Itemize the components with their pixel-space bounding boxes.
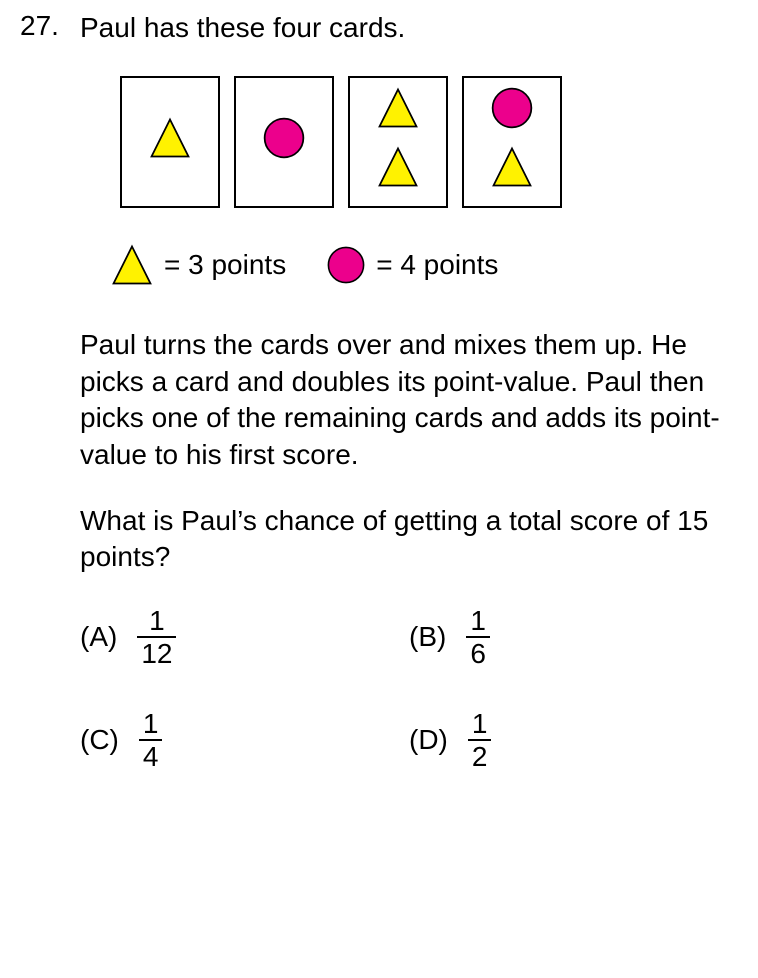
choice-a-denominator: 12 <box>137 636 176 668</box>
card-4 <box>462 76 562 208</box>
question-paragraph: What is Paul’s chance of getting a total… <box>80 503 738 576</box>
choice-c-denominator: 4 <box>139 739 163 771</box>
choice-d-denominator: 2 <box>468 739 492 771</box>
choice-a-label: (A) <box>80 619 117 655</box>
triangle-icon <box>110 243 154 287</box>
choice-d-fraction: 1 2 <box>468 709 492 772</box>
circle-icon <box>326 245 366 285</box>
choice-d-numerator: 1 <box>468 709 492 739</box>
triangle-icon <box>148 116 192 169</box>
triangle-icon <box>376 145 420 198</box>
choice-c-label: (C) <box>80 722 119 758</box>
choice-b-denominator: 6 <box>466 636 490 668</box>
legend-triangle-label: = 3 points <box>164 247 286 283</box>
question-body: Paul has these four cards. = 3 points <box>80 10 738 771</box>
question-number: 27. <box>20 10 80 42</box>
legend: = 3 points = 4 points <box>110 243 738 287</box>
choice-b-numerator: 1 <box>466 606 490 636</box>
choice-c: (C) 1 4 <box>80 709 409 772</box>
triangle-icon <box>490 145 534 198</box>
triangle-icon <box>110 243 154 287</box>
choice-d: (D) 1 2 <box>409 709 738 772</box>
card-2 <box>234 76 334 208</box>
question-row: 27. Paul has these four cards. = 3 point… <box>20 10 738 771</box>
circle-icon <box>326 245 366 285</box>
choice-b: (B) 1 6 <box>409 606 738 669</box>
choice-c-numerator: 1 <box>139 709 163 739</box>
triangle-icon <box>376 86 420 139</box>
circle-icon <box>262 116 306 160</box>
circle-icon <box>490 86 534 139</box>
choice-c-fraction: 1 4 <box>139 709 163 772</box>
choice-a-numerator: 1 <box>145 606 169 636</box>
triangle-icon <box>376 145 420 189</box>
circle-icon <box>490 86 534 130</box>
choice-b-fraction: 1 6 <box>466 606 490 669</box>
triangle-icon <box>490 145 534 189</box>
legend-triangle-item: = 3 points <box>110 243 286 287</box>
question-container: 27. Paul has these four cards. = 3 point… <box>0 0 758 791</box>
choice-a: (A) 1 12 <box>80 606 409 669</box>
card-1 <box>120 76 220 208</box>
body-paragraph: Paul turns the cards over and mixes them… <box>80 327 738 473</box>
choice-b-label: (B) <box>409 619 446 655</box>
cards-row <box>120 76 738 208</box>
choices-grid: (A) 1 12 (B) 1 6 (C) 1 <box>80 606 738 772</box>
legend-circle-label: = 4 points <box>376 247 498 283</box>
legend-circle-item: = 4 points <box>326 245 498 285</box>
choice-a-fraction: 1 12 <box>137 606 176 669</box>
triangle-icon <box>148 116 192 160</box>
choice-d-label: (D) <box>409 722 448 758</box>
card-3 <box>348 76 448 208</box>
intro-text: Paul has these four cards. <box>80 10 738 46</box>
circle-icon <box>262 116 306 169</box>
triangle-icon <box>376 86 420 130</box>
